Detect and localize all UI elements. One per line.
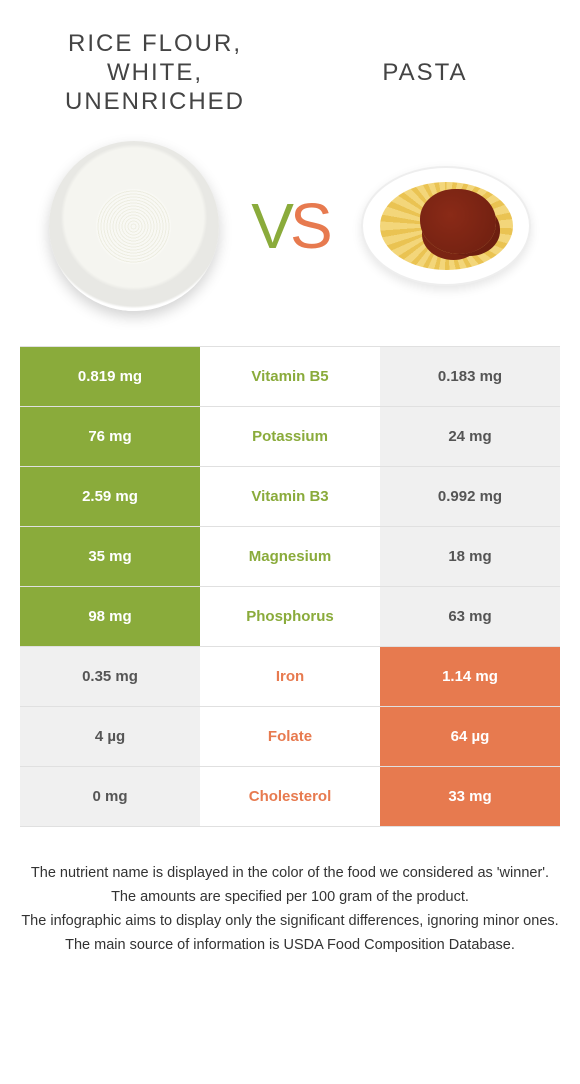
cell-right-value: 24 mg xyxy=(380,407,560,466)
cell-nutrient-name: Vitamin B5 xyxy=(200,347,380,406)
table-row: 0.35 mgIron1.14 mg xyxy=(20,647,560,707)
table-row: 35 mgMagnesium18 mg xyxy=(20,527,560,587)
cell-right-value: 33 mg xyxy=(380,767,560,826)
cell-nutrient-name: Iron xyxy=(200,647,380,706)
cell-right-value: 1.14 mg xyxy=(380,647,560,706)
table-row: 2.59 mgVitamin B30.992 mg xyxy=(20,467,560,527)
header-row: RICE FLOUR, WHITE, UNENRICHED PASTA xyxy=(0,0,580,126)
cell-right-value: 18 mg xyxy=(380,527,560,586)
cell-left-value: 35 mg xyxy=(20,527,200,586)
food-title-left: RICE FLOUR, WHITE, UNENRICHED xyxy=(20,30,290,116)
cell-nutrient-name: Magnesium xyxy=(200,527,380,586)
vs-label: VS xyxy=(251,194,328,258)
table-row: 0 mgCholesterol33 mg xyxy=(20,767,560,827)
table-row: 4 µgFolate64 µg xyxy=(20,707,560,767)
image-row: VS xyxy=(0,126,580,346)
cell-left-value: 76 mg xyxy=(20,407,200,466)
food-image-left xyxy=(44,136,224,316)
food-image-right xyxy=(356,136,536,316)
footnote-line: The infographic aims to display only the… xyxy=(18,911,562,933)
cell-left-value: 0.819 mg xyxy=(20,347,200,406)
cell-nutrient-name: Vitamin B3 xyxy=(200,467,380,526)
rice-plate-icon xyxy=(49,141,219,311)
cell-left-value: 0 mg xyxy=(20,767,200,826)
cell-nutrient-name: Phosphorus xyxy=(200,587,380,646)
cell-left-value: 98 mg xyxy=(20,587,200,646)
nutrient-table: 0.819 mgVitamin B50.183 mg76 mgPotassium… xyxy=(20,346,560,827)
cell-left-value: 4 µg xyxy=(20,707,200,766)
cell-nutrient-name: Folate xyxy=(200,707,380,766)
cell-nutrient-name: Cholesterol xyxy=(200,767,380,826)
footnote-line: The amounts are specified per 100 gram o… xyxy=(18,887,562,909)
cell-right-value: 0.183 mg xyxy=(380,347,560,406)
table-row: 98 mgPhosphorus63 mg xyxy=(20,587,560,647)
footnote-line: The nutrient name is displayed in the co… xyxy=(18,863,562,885)
cell-left-value: 2.59 mg xyxy=(20,467,200,526)
table-row: 76 mgPotassium24 mg xyxy=(20,407,560,467)
cell-left-value: 0.35 mg xyxy=(20,647,200,706)
footnotes: The nutrient name is displayed in the co… xyxy=(0,827,580,956)
vs-s: S xyxy=(290,194,329,258)
footnote-line: The main source of information is USDA F… xyxy=(18,935,562,957)
table-row: 0.819 mgVitamin B50.183 mg xyxy=(20,347,560,407)
cell-right-value: 63 mg xyxy=(380,587,560,646)
vs-v: V xyxy=(251,194,290,258)
cell-right-value: 0.992 mg xyxy=(380,467,560,526)
pasta-plate-icon xyxy=(361,166,531,286)
cell-nutrient-name: Potassium xyxy=(200,407,380,466)
cell-right-value: 64 µg xyxy=(380,707,560,766)
food-title-right: PASTA xyxy=(290,59,560,88)
